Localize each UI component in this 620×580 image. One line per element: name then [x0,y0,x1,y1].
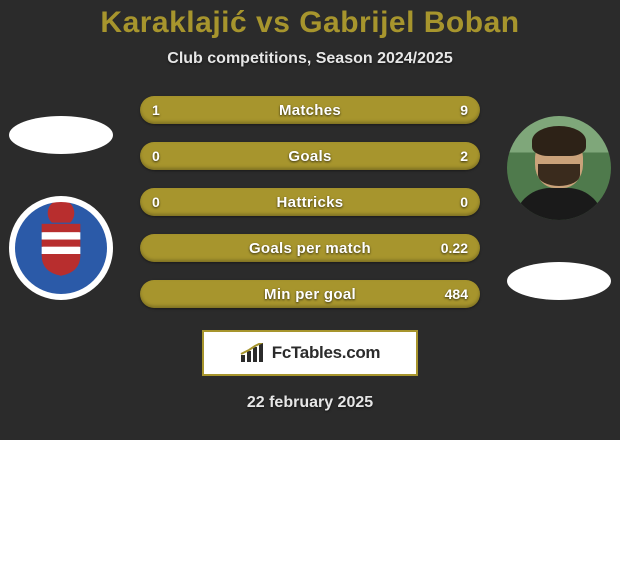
stat-label: Matches [279,102,341,119]
stat-row: 0 Hattricks 0 [140,188,480,216]
stat-row: Min per goal 484 [140,280,480,308]
left-player-column [6,116,116,300]
stat-value-left: 0 [152,148,160,164]
fctables-logo[interactable]: FcTables.com [202,330,418,376]
stat-row: Goals per match 0.22 [140,234,480,262]
photo-beard [538,164,580,186]
stat-value-right: 0 [460,194,468,210]
stat-label: Goals per match [249,240,371,257]
stat-value-left: 0 [152,194,160,210]
page-subtitle: Club competitions, Season 2024/2025 [0,50,620,68]
photo-hair [532,126,586,156]
borac-badge-icon [15,202,107,294]
stat-value-right: 484 [445,286,468,302]
snapshot-date: 22 february 2025 [0,394,620,412]
right-player-column [504,116,614,300]
bar-chart-icon [240,343,266,363]
stat-value-right: 2 [460,148,468,164]
right-player-photo [507,116,611,220]
left-avatar-placeholder [9,116,113,154]
stat-value-right: 9 [460,102,468,118]
stat-row: 0 Goals 2 [140,142,480,170]
stat-label: Min per goal [264,286,356,303]
comparison-card: Karaklajić vs Gabrijel Boban Club compet… [0,0,620,440]
stat-value-right: 0.22 [441,240,468,256]
stat-label: Hattricks [277,194,344,211]
left-club-logo [9,196,113,300]
stat-value-left: 1 [152,102,160,118]
page-title: Karaklajić vs Gabrijel Boban [0,6,620,40]
fctables-logo-text: FcTables.com [272,343,381,363]
stat-row: 1 Matches 9 [140,96,480,124]
stat-label: Goals [288,148,331,165]
right-club-placeholder [507,262,611,300]
